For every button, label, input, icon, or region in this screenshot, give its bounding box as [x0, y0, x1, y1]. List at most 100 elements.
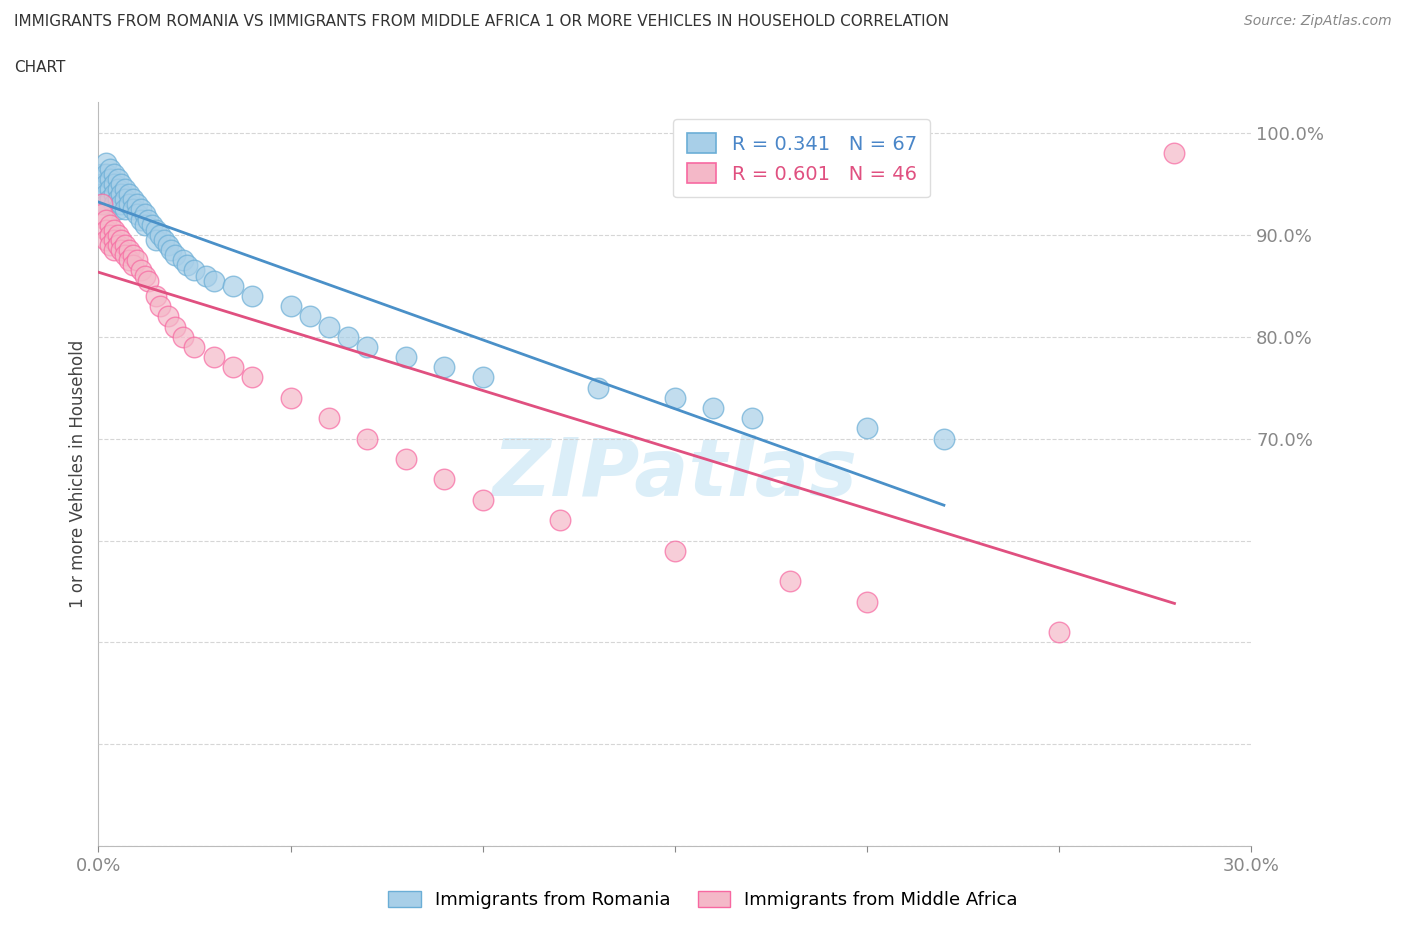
Point — [1047, 625, 1070, 640]
Point — [125, 253, 148, 268]
Point — [222, 360, 245, 375]
Point — [202, 350, 225, 365]
Point — [103, 222, 125, 237]
Point — [107, 192, 129, 206]
Point — [134, 207, 156, 222]
Point — [176, 258, 198, 272]
Point — [125, 197, 148, 212]
Point — [91, 187, 114, 202]
Point — [395, 452, 418, 467]
Legend: R = 0.341   N = 67, R = 0.601   N = 46: R = 0.341 N = 67, R = 0.601 N = 46 — [673, 119, 931, 197]
Point — [114, 192, 136, 206]
Point — [94, 156, 117, 171]
Point — [98, 237, 121, 252]
Point — [356, 432, 378, 446]
Point — [280, 391, 302, 405]
Point — [183, 339, 205, 354]
Point — [156, 309, 179, 324]
Point — [856, 421, 879, 436]
Point — [433, 360, 456, 375]
Point — [110, 243, 132, 258]
Point — [152, 232, 174, 247]
Point — [280, 299, 302, 313]
Point — [94, 177, 117, 192]
Point — [183, 263, 205, 278]
Point — [118, 197, 141, 212]
Text: Source: ZipAtlas.com: Source: ZipAtlas.com — [1244, 14, 1392, 28]
Point — [114, 202, 136, 217]
Point — [129, 202, 152, 217]
Point — [91, 177, 114, 192]
Point — [91, 166, 114, 181]
Point — [222, 278, 245, 293]
Point — [98, 181, 121, 196]
Point — [138, 273, 160, 288]
Point — [98, 171, 121, 186]
Point — [114, 237, 136, 252]
Point — [114, 247, 136, 262]
Point — [94, 166, 117, 181]
Point — [586, 380, 609, 395]
Point — [103, 177, 125, 192]
Point — [110, 177, 132, 192]
Point — [122, 258, 145, 272]
Text: IMMIGRANTS FROM ROMANIA VS IMMIGRANTS FROM MIDDLE AFRICA 1 OR MORE VEHICLES IN H: IMMIGRANTS FROM ROMANIA VS IMMIGRANTS FR… — [14, 14, 949, 29]
Text: CHART: CHART — [14, 60, 66, 75]
Point — [165, 247, 187, 262]
Point — [107, 171, 129, 186]
Point — [110, 197, 132, 212]
Point — [318, 319, 340, 334]
Point — [91, 197, 114, 212]
Point — [103, 243, 125, 258]
Point — [141, 218, 163, 232]
Point — [240, 370, 263, 385]
Point — [298, 309, 321, 324]
Point — [664, 543, 686, 558]
Point — [110, 187, 132, 202]
Point — [932, 432, 955, 446]
Text: ZIPatlas: ZIPatlas — [492, 435, 858, 513]
Point — [94, 212, 117, 227]
Point — [395, 350, 418, 365]
Point — [122, 192, 145, 206]
Point — [548, 512, 571, 527]
Point — [202, 273, 225, 288]
Point — [122, 247, 145, 262]
Point — [91, 207, 114, 222]
Point — [145, 222, 167, 237]
Point — [118, 243, 141, 258]
Point — [107, 202, 129, 217]
Legend: Immigrants from Romania, Immigrants from Middle Africa: Immigrants from Romania, Immigrants from… — [381, 884, 1025, 916]
Point — [129, 263, 152, 278]
Point — [149, 299, 172, 313]
Point — [156, 237, 179, 252]
Point — [91, 197, 114, 212]
Point — [103, 232, 125, 247]
Point — [98, 227, 121, 242]
Point — [134, 218, 156, 232]
Point — [145, 288, 167, 303]
Point — [138, 212, 160, 227]
Point — [110, 232, 132, 247]
Point — [94, 222, 117, 237]
Point — [94, 187, 117, 202]
Point — [149, 227, 172, 242]
Point — [318, 411, 340, 426]
Point — [779, 574, 801, 589]
Point — [103, 187, 125, 202]
Point — [107, 181, 129, 196]
Point — [129, 212, 152, 227]
Point — [145, 232, 167, 247]
Point — [114, 181, 136, 196]
Point — [107, 237, 129, 252]
Point — [94, 232, 117, 247]
Y-axis label: 1 or more Vehicles in Household: 1 or more Vehicles in Household — [69, 340, 87, 608]
Point — [172, 253, 194, 268]
Point — [107, 227, 129, 242]
Point — [433, 472, 456, 486]
Point — [702, 401, 724, 416]
Point — [103, 166, 125, 181]
Point — [195, 268, 218, 283]
Point — [94, 197, 117, 212]
Point — [165, 319, 187, 334]
